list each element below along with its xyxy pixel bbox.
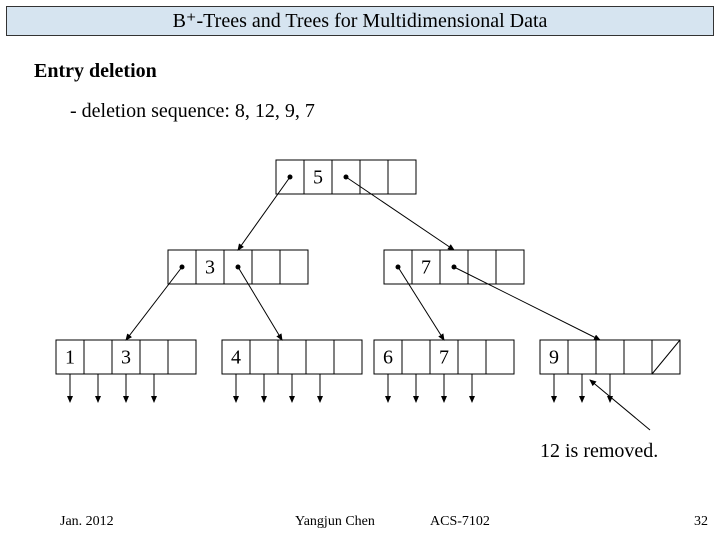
svg-text:7: 7 [439, 347, 449, 369]
svg-text:6: 6 [383, 347, 393, 369]
svg-text:3: 3 [205, 257, 215, 279]
tree-diagram: 5 3 7 1 3 4 6 7 9 [0, 0, 720, 540]
svg-text:9: 9 [549, 347, 559, 369]
svg-text:7: 7 [421, 257, 431, 279]
svg-text:3: 3 [121, 347, 131, 369]
svg-text:5: 5 [313, 167, 323, 189]
svg-text:1: 1 [65, 347, 75, 369]
svg-text:4: 4 [231, 347, 241, 369]
